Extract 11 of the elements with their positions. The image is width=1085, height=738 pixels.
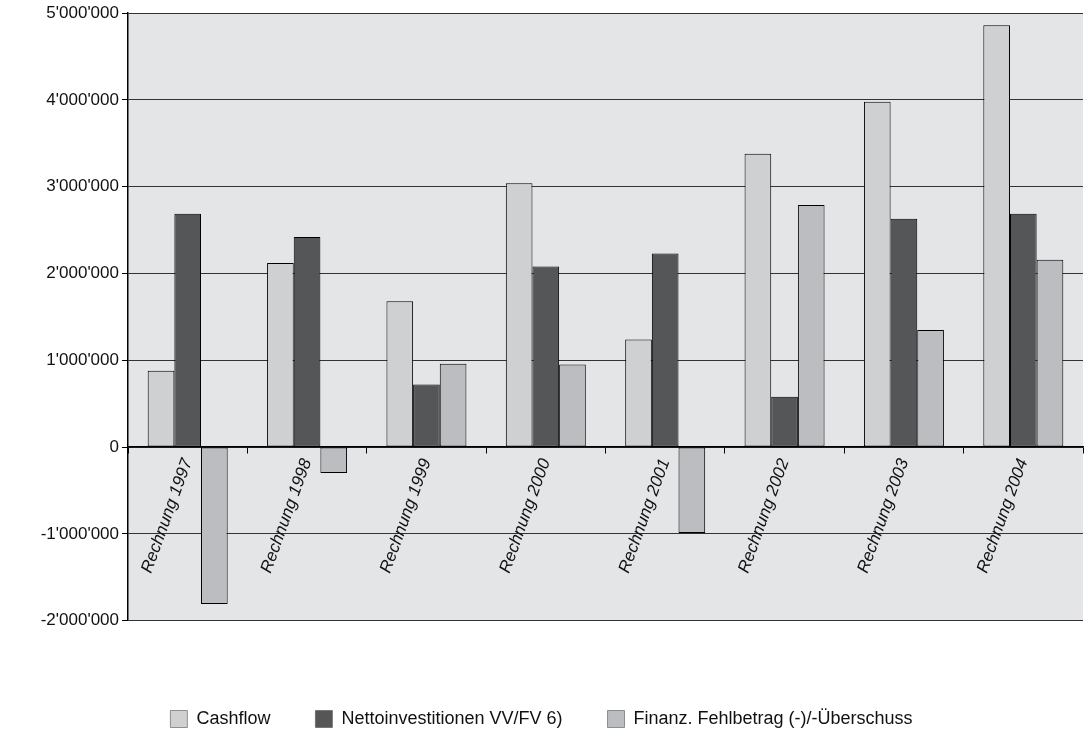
y-tick-label: 4'000'000 — [46, 89, 119, 109]
y-tick-label: 3'000'000 — [46, 176, 119, 196]
legend-label: Nettoinvestitionen VV/FV 6) — [341, 707, 563, 728]
y-tick-label: -2'000'000 — [40, 610, 119, 630]
legend-label: Cashflow — [196, 707, 272, 728]
y-tick-label: 1'000'000 — [46, 349, 119, 369]
y-tick-label: -1'000'000 — [40, 523, 119, 543]
y-tick-label: 0 — [109, 436, 119, 456]
y-tick-label: 2'000'000 — [46, 263, 119, 283]
legend-label: Finanz. Fehlbetrag (-)/-Überschuss — [633, 707, 913, 728]
y-tick-label: 5'000'000 — [46, 2, 119, 22]
